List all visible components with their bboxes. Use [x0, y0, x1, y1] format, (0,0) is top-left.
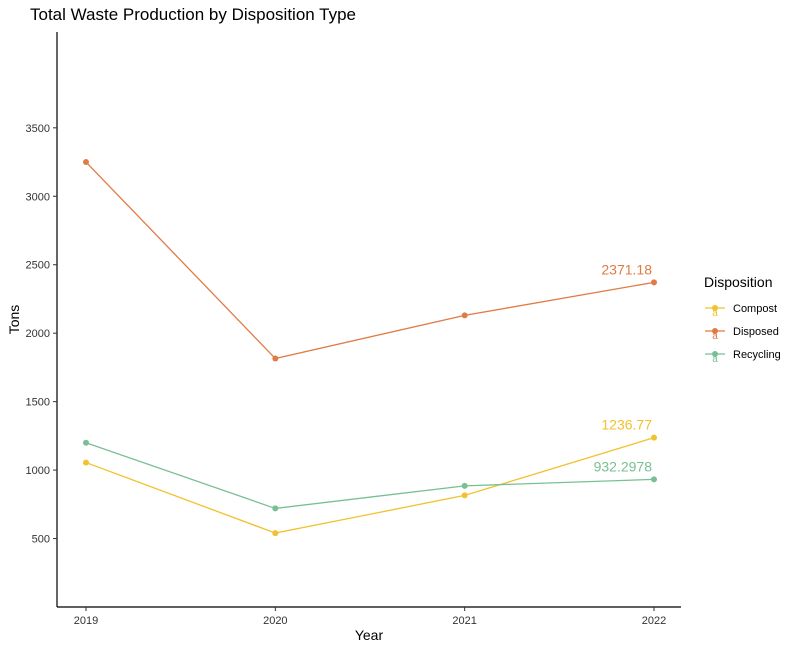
y-tick-label: 500	[32, 534, 50, 546]
x-tick-label: 2021	[452, 615, 476, 627]
x-tick-label: 2020	[263, 615, 287, 627]
y-tick-label: 2500	[26, 260, 50, 272]
data-label-compost: 1236.77	[601, 417, 652, 433]
data-point-disposed	[461, 312, 468, 319]
series-layer	[83, 159, 657, 537]
data-point-recycling	[651, 476, 657, 483]
data-point-recycling	[83, 439, 89, 446]
legend-label: Recycling	[733, 349, 781, 361]
legend-key-point	[712, 305, 718, 311]
axes: 500 1000 1500 2000 2500 3000 3500 2019 2020 2021 2…	[6, 32, 681, 643]
y-axis-title: Tons	[6, 305, 22, 335]
y-tick-label: 2000	[26, 328, 50, 340]
legend-item-compost: a Compost	[705, 303, 777, 319]
series-line-disposed	[85, 161, 655, 360]
series-disposed	[83, 159, 657, 362]
data-point-disposed	[83, 159, 89, 166]
legend-title: Disposition	[704, 274, 772, 290]
y-tick-label: 3500	[26, 123, 50, 135]
legend-label: Compost	[733, 303, 777, 315]
data-point-compost	[461, 492, 468, 499]
data-point-recycling	[272, 505, 279, 512]
data-point-recycling	[461, 482, 468, 489]
data-point-disposed	[272, 355, 279, 362]
x-tick-label: 2022	[642, 615, 666, 627]
data-label-disposed: 2371.18	[601, 261, 652, 277]
x-axis-title: Year	[355, 627, 384, 643]
legend-item-disposed: a Disposed	[705, 326, 779, 342]
series-line-recycling	[85, 442, 655, 510]
legend-item-recycling: a Recycling	[705, 349, 781, 365]
data-labels: 1236.77 2371.18 932.2978	[594, 261, 653, 474]
x-tick-label: 2019	[74, 615, 98, 627]
data-point-disposed	[651, 279, 657, 286]
y-tick-label: 1000	[26, 465, 50, 477]
data-point-compost	[83, 459, 89, 466]
data-label-recycling: 932.2978	[594, 458, 653, 474]
legend-key-letter: a	[712, 354, 718, 365]
legend-key-letter: a	[712, 308, 718, 319]
legend-key-point	[712, 328, 718, 334]
legend: Disposition a Compost a Disposed a Recycling	[704, 274, 781, 365]
series-line-compost	[85, 437, 655, 534]
data-point-compost	[272, 530, 279, 537]
data-point-compost	[651, 434, 657, 441]
series-compost	[83, 434, 657, 537]
y-tick-label: 1500	[26, 397, 50, 409]
y-tick-label: 3000	[26, 191, 50, 203]
legend-label: Disposed	[733, 326, 779, 338]
series-recycling	[83, 439, 657, 512]
legend-key-point	[712, 351, 718, 357]
chart-title: Total Waste Production by Disposition Ty…	[30, 5, 356, 24]
legend-key-letter: a	[712, 331, 718, 342]
